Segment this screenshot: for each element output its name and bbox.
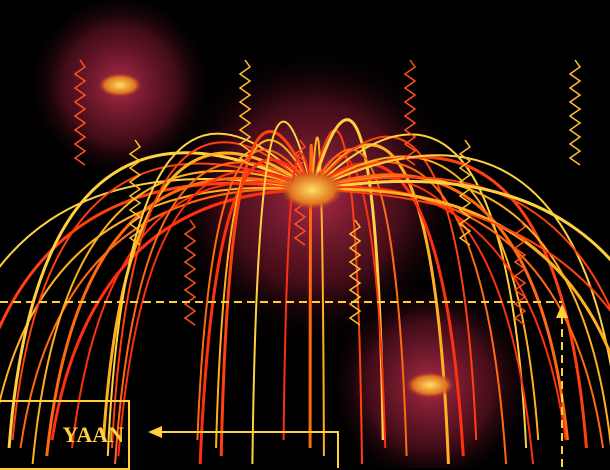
label-box: YAAN: [0, 400, 130, 470]
ray: [311, 189, 610, 313]
rays: [0, 59, 610, 465]
ray: [311, 173, 570, 441]
ray: [7, 151, 313, 449]
ray: [311, 154, 610, 367]
ray: [19, 188, 313, 449]
squiggle: [403, 59, 417, 166]
ray: [11, 162, 313, 441]
ray: [110, 141, 313, 449]
squiggle: [458, 139, 472, 246]
spark: [280, 170, 344, 210]
spark: [98, 73, 142, 97]
label-text: YAAN: [62, 422, 124, 447]
squiggle: [73, 59, 87, 166]
ray: [311, 133, 528, 449]
arrow-head: [148, 426, 162, 438]
ray: [71, 181, 313, 449]
ray: [311, 148, 408, 457]
ray: [219, 129, 314, 457]
ray: [114, 161, 313, 465]
ray: [117, 169, 313, 457]
squiggle: [128, 139, 142, 246]
arrow-head: [556, 304, 568, 318]
ray: [196, 148, 313, 441]
ray: [251, 120, 313, 465]
squiggle: [513, 219, 527, 326]
ray: [198, 158, 314, 465]
connector: [162, 431, 339, 468]
spark: [406, 372, 454, 398]
ray: [311, 186, 567, 441]
ray: [311, 179, 610, 262]
squiggle: [568, 59, 582, 166]
squiggle: [238, 59, 252, 166]
connectors: [0, 301, 563, 468]
ray: [311, 187, 610, 358]
squiggle: [183, 219, 197, 326]
ray: [311, 135, 478, 441]
squiggle: [348, 219, 362, 326]
ray: [311, 176, 610, 310]
